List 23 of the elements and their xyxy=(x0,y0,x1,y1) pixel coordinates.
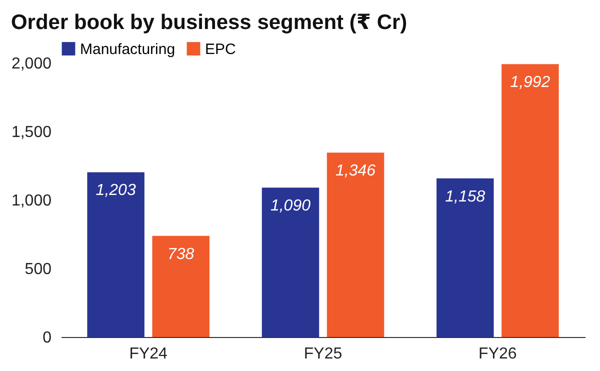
data-label: 1,090 xyxy=(270,198,311,215)
data-label: 738 xyxy=(168,246,194,263)
data-label: 1,158 xyxy=(445,188,486,206)
y-tick-label: 2,000 xyxy=(11,56,52,72)
y-tick-label: 1,500 xyxy=(11,124,52,141)
bar xyxy=(152,236,210,337)
x-tick-label: FY25 xyxy=(304,346,342,362)
data-label: 1,203 xyxy=(96,182,136,200)
y-tick-label: 500 xyxy=(24,261,52,278)
y-tick-label: 0 xyxy=(42,330,52,346)
y-tick-label: 1,000 xyxy=(11,192,52,210)
x-tick-label: FY24 xyxy=(129,346,168,362)
data-label: 1,992 xyxy=(510,74,550,92)
legend-label: Manufacturing xyxy=(80,40,176,58)
legend-label: EPC xyxy=(205,40,236,58)
bar xyxy=(326,152,384,337)
chart-title: Order book by business segment (₹ Cr) xyxy=(10,11,408,34)
bar xyxy=(87,172,144,337)
x-tick-label: FY26 xyxy=(478,346,517,362)
bar xyxy=(502,64,559,337)
bar xyxy=(262,188,320,337)
bar xyxy=(436,178,494,337)
data-label: 1,346 xyxy=(335,162,376,180)
